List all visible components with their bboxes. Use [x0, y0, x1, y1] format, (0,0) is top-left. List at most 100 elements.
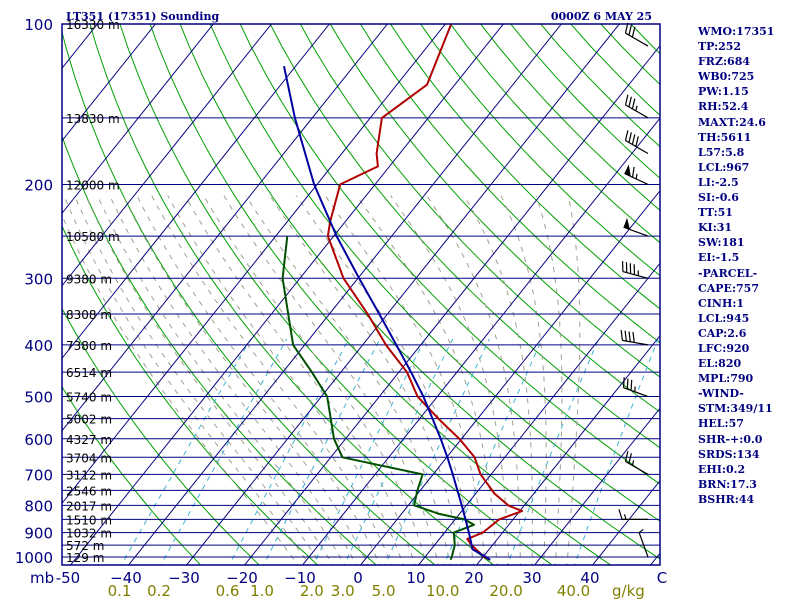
index-item: HEL:57	[698, 417, 744, 431]
moist-adiabat-line	[151, 195, 393, 565]
height-label: 7380 m	[66, 339, 112, 353]
isotherm-line	[243, 44, 660, 565]
station-title: LT351 (17351) Sounding	[66, 10, 219, 23]
pressure-tick-label: 600	[24, 431, 53, 449]
mixing-ratio-tick-label: 40.0	[557, 582, 590, 600]
pressure-tick-label: 900	[24, 525, 53, 543]
mixing-ratio-line	[120, 338, 252, 565]
isotherm-line	[185, 24, 620, 565]
index-item: TT:51	[698, 206, 733, 220]
pressure-tick-label: 400	[24, 337, 53, 355]
wind-barb-half	[638, 528, 644, 534]
dry-adiabat-line	[329, 24, 660, 378]
wind-barb-staff	[638, 532, 649, 558]
sounding-time: 0000Z 6 MAY 25	[551, 10, 652, 23]
wind-barb	[624, 94, 649, 119]
isotherm-line	[62, 24, 272, 287]
isotherm-line	[475, 334, 660, 565]
wind-barb-staff	[625, 140, 649, 155]
wind-barb-half	[631, 460, 635, 466]
mixing-ratio-tick-label: 10.0	[426, 582, 459, 600]
dry-adiabat-line	[389, 24, 660, 310]
wind-barb-full	[632, 332, 635, 343]
wind-barb-staff	[625, 460, 649, 475]
temperature-tick-label: -50	[56, 569, 81, 587]
wind-barb-flag	[623, 217, 631, 230]
index-item: CAPE:757	[698, 281, 759, 295]
dry-adiabats	[62, 24, 660, 565]
height-label: 1032 m	[66, 527, 112, 541]
height-label: 572 m	[66, 539, 104, 553]
moist-adiabat-line	[390, 195, 510, 565]
index-item: EI:-1.5	[698, 251, 740, 265]
index-item: WMO:17351	[698, 25, 775, 38]
mixing-ratio-tick-label: 1.0	[250, 582, 274, 600]
mixing-ratio-tick-label: 2.0	[300, 582, 324, 600]
height-label: 2546 m	[66, 484, 112, 498]
moist-adiabat-line	[74, 195, 322, 565]
wind-barb-staff	[625, 104, 649, 119]
dry-adiabat-line	[62, 224, 319, 565]
wind-barb	[624, 451, 649, 475]
dewpoint-profile	[281, 235, 475, 561]
wind-barb-staff	[622, 270, 649, 279]
wind-barb-full	[618, 509, 623, 520]
height-label: 6514 m	[66, 366, 112, 380]
pressure-tick-label: 300	[24, 270, 53, 288]
wind-barb-full	[628, 96, 632, 107]
isotherm-line	[533, 407, 660, 565]
wind-barb-full	[624, 330, 627, 342]
dry-adiabat-line	[119, 24, 553, 565]
index-item: BSHR:44	[698, 492, 755, 506]
temperature-tick-label: 20	[464, 569, 483, 587]
height-label: 1510 m	[66, 513, 112, 527]
isotherm-line	[417, 262, 660, 565]
index-item: EL:820	[698, 357, 742, 371]
dry-adiabat-line	[209, 24, 660, 522]
isotherm-line	[62, 24, 446, 505]
moist-adiabat-line	[203, 195, 428, 565]
wind-barb-full	[622, 377, 625, 388]
index-item: CAP:2.6	[698, 326, 747, 340]
wind-barb-full	[635, 136, 639, 147]
index-item: LI:-2.5	[698, 175, 739, 189]
dry-adiabat-line	[62, 385, 202, 565]
temperature-unit-label: C	[657, 569, 667, 587]
dry-adiabat-line	[239, 24, 660, 485]
index-item: RH:52.4	[698, 100, 749, 114]
wind-barb-full	[628, 132, 632, 143]
wind-barb-full	[624, 451, 629, 462]
temperature-tick-label: 30	[522, 569, 541, 587]
height-label: 16330 m	[66, 18, 120, 32]
wind-barb	[624, 130, 649, 155]
index-item: LFC:920	[698, 341, 750, 355]
parcel-profile	[283, 65, 491, 561]
index-item: WB0:725	[698, 70, 755, 84]
height-label: 5740 m	[66, 391, 112, 405]
wind-barb-full	[620, 329, 623, 341]
dry-adiabat-line	[419, 24, 660, 277]
pressure-tick-label: 800	[24, 497, 53, 515]
height-label: 10580 m	[66, 230, 120, 244]
index-item: SW:181	[698, 236, 745, 250]
dry-adiabat-line	[269, 24, 660, 449]
height-label: 8308 m	[66, 308, 112, 322]
wind-barb-full	[628, 453, 632, 464]
temperature-tick-label: 10	[406, 569, 425, 587]
wind-barb-full	[631, 134, 636, 145]
index-item: TP:252	[698, 40, 742, 54]
index-item: LCL:967	[698, 160, 750, 174]
isotherm-line	[62, 24, 156, 142]
temperature-tick-label: −20	[226, 569, 258, 587]
wind-barb	[638, 528, 649, 558]
wind-barb-flag	[624, 164, 631, 177]
mixing-ratio-tick-label: 0.6	[216, 582, 240, 600]
wind-barb	[622, 377, 649, 398]
temperature-tick-label: −10	[284, 569, 316, 587]
wind-barbs	[618, 22, 649, 558]
mixing-ratio-tick-label: 0.1	[108, 582, 132, 600]
index-item: KI:31	[698, 221, 733, 235]
mixing-ratio-tick-label: 5.0	[372, 582, 396, 600]
wind-barb-staff	[623, 387, 649, 398]
